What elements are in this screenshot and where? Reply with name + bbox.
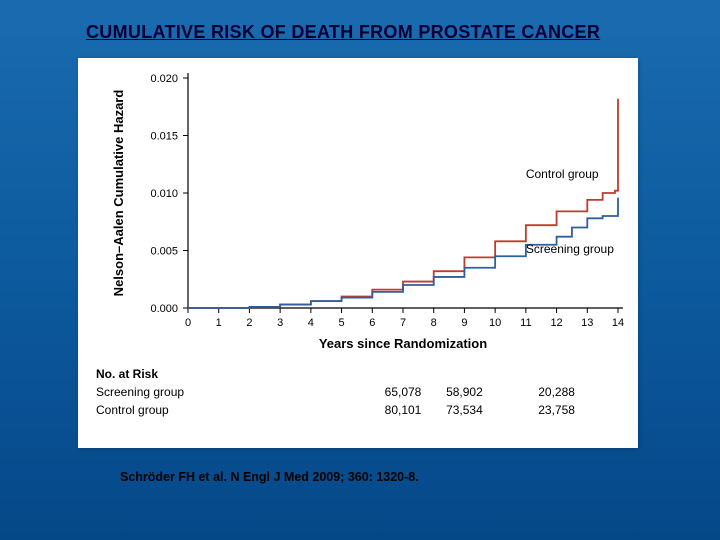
risk-row-label: Screening group — [96, 385, 184, 399]
svg-text:12: 12 — [550, 317, 562, 329]
risk-value: 73,534 — [446, 403, 483, 417]
svg-text:11: 11 — [520, 317, 531, 329]
risk-value: 65,078 — [385, 385, 422, 399]
svg-text:0.010: 0.010 — [150, 188, 178, 200]
svg-text:1: 1 — [216, 317, 222, 329]
svg-text:0.020: 0.020 — [150, 73, 178, 85]
risk-row-label: Control group — [96, 403, 169, 417]
svg-text:0.000: 0.000 — [150, 303, 178, 315]
control-label: Control group — [526, 167, 599, 181]
risk-value: 23,758 — [538, 403, 575, 417]
svg-text:0.015: 0.015 — [150, 131, 178, 143]
svg-text:0.005: 0.005 — [150, 246, 178, 258]
svg-text:Nelson–Aalen Cumulative Hazard: Nelson–Aalen Cumulative Hazard — [111, 90, 126, 297]
slide-title: CUMULATIVE RISK OF DEATH FROM PROSTATE C… — [86, 22, 600, 43]
svg-text:4: 4 — [308, 317, 314, 329]
slide-root: CUMULATIVE RISK OF DEATH FROM PROSTATE C… — [0, 0, 720, 540]
svg-text:0: 0 — [185, 317, 191, 329]
svg-text:9: 9 — [461, 317, 467, 329]
svg-text:7: 7 — [400, 317, 406, 329]
svg-text:8: 8 — [431, 317, 437, 329]
risk-table-header: No. at Risk — [96, 367, 158, 381]
chart-container: 0.0000.0050.0100.0150.020012345678910111… — [78, 58, 638, 448]
control-line — [188, 99, 618, 308]
svg-text:10: 10 — [489, 317, 501, 329]
hazard-chart: 0.0000.0050.0100.0150.020012345678910111… — [78, 58, 638, 448]
risk-value: 58,902 — [446, 385, 483, 399]
svg-text:14: 14 — [612, 317, 624, 329]
svg-text:6: 6 — [369, 317, 375, 329]
svg-text:13: 13 — [581, 317, 593, 329]
svg-text:Years since Randomization: Years since Randomization — [319, 336, 487, 351]
risk-value: 80,101 — [385, 403, 422, 417]
svg-text:5: 5 — [339, 317, 345, 329]
risk-value: 20,288 — [538, 385, 575, 399]
citation-text: Schröder FH et al. N Engl J Med 2009; 36… — [120, 470, 419, 484]
screening-label: Screening group — [526, 242, 614, 256]
svg-text:2: 2 — [246, 317, 252, 329]
svg-text:3: 3 — [277, 317, 283, 329]
